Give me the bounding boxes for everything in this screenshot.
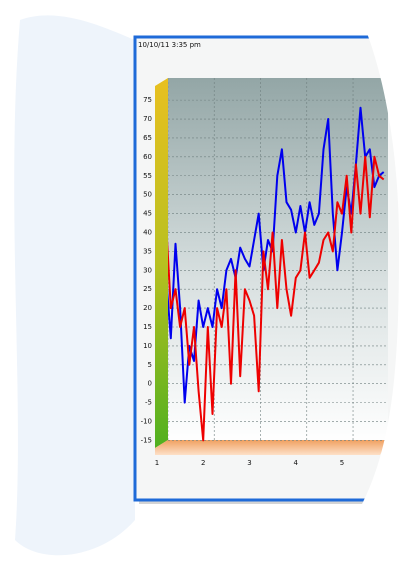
y-tick-label: 40 bbox=[143, 228, 152, 236]
backdrop bbox=[14, 15, 136, 556]
y-tick-label: 25 bbox=[143, 285, 152, 293]
floor bbox=[155, 440, 388, 455]
x-tick-label: 3 bbox=[247, 459, 251, 467]
chart-title: 10/10/11 3:35 pm bbox=[138, 41, 201, 49]
y-tick-label: -15 bbox=[141, 436, 152, 444]
side-wall bbox=[155, 78, 168, 448]
x-tick-label: 4 bbox=[294, 459, 299, 467]
y-tick-label: 30 bbox=[143, 266, 152, 274]
y-tick-label: 50 bbox=[143, 191, 152, 199]
y-tick-label: 55 bbox=[143, 172, 152, 180]
y-tick-label: 20 bbox=[143, 304, 152, 312]
y-tick-label: 5 bbox=[148, 361, 152, 369]
series-line bbox=[168, 155, 385, 442]
x-tick-label: 1 bbox=[155, 459, 159, 467]
plot-area bbox=[168, 78, 388, 443]
y-tick-label: 60 bbox=[143, 153, 152, 161]
x-tick-label: 2 bbox=[201, 459, 205, 467]
x-tick-label: 5 bbox=[340, 459, 344, 467]
y-tick-label: 35 bbox=[143, 247, 152, 255]
y-tick-label: -5 bbox=[145, 399, 152, 407]
y-tick-label: 45 bbox=[143, 210, 152, 218]
y-tick-label: -10 bbox=[141, 418, 152, 426]
y-tick-label: 65 bbox=[143, 134, 152, 142]
y-tick-label: 15 bbox=[143, 323, 152, 331]
cutout bbox=[330, 0, 401, 569]
y-tick-label: 70 bbox=[143, 115, 152, 123]
y-tick-label: 75 bbox=[143, 96, 152, 104]
y-tick-label: 10 bbox=[143, 342, 152, 350]
y-tick-label: 0 bbox=[148, 380, 152, 388]
